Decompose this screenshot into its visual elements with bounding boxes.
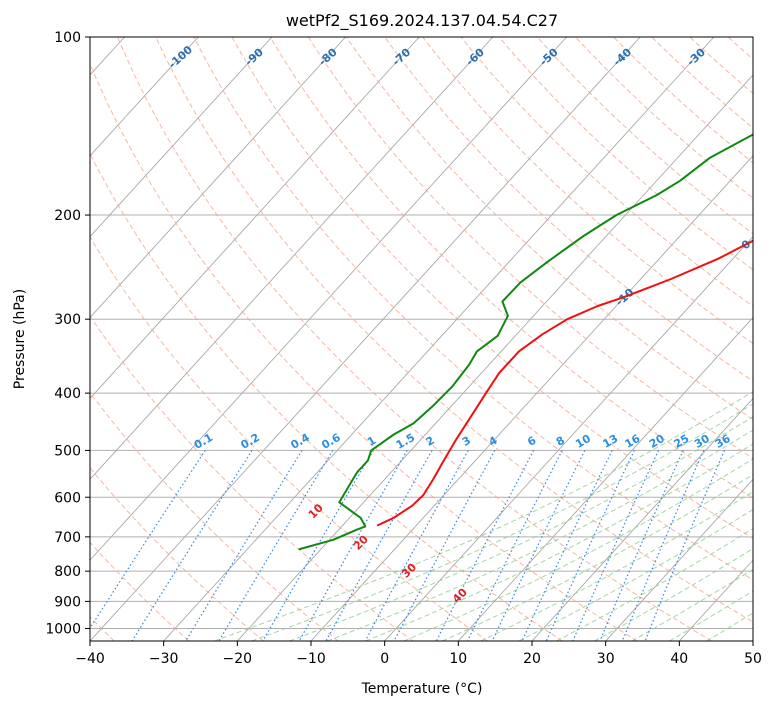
isotherm-line	[163, 37, 715, 641]
mixing-ratio-line	[393, 450, 496, 641]
mixing-ratio-line	[325, 450, 433, 641]
dry-adiabat-line	[231, 37, 753, 540]
x-tick-label: −20	[223, 651, 253, 667]
x-tick-label: 20	[523, 651, 541, 667]
isotherm-line	[531, 397, 753, 641]
chart-title: wetPf2_S169.2024.137.04.54.C27	[286, 11, 558, 31]
y-tick-label: 500	[54, 443, 81, 459]
mixing-ratio-line	[491, 450, 586, 641]
isotherm-line	[90, 37, 494, 480]
isotherm-line	[90, 37, 641, 641]
dry-adiabat-line	[90, 152, 563, 641]
x-tick-label: −40	[75, 651, 105, 667]
y-tick-label: 900	[54, 594, 81, 610]
dry-adiabat-line	[90, 315, 414, 641]
y-tick-label: 600	[54, 490, 81, 506]
mixing-ratio-line	[644, 450, 726, 641]
y-tick-label: 800	[54, 564, 81, 580]
temperature-series-line	[376, 239, 753, 527]
isotherm-line	[90, 37, 420, 400]
moist-adiabat-line	[214, 391, 753, 641]
mixing-ratio-line	[466, 450, 563, 641]
moist-adiabat-line	[631, 568, 753, 641]
mixing-ratio-line	[185, 450, 303, 641]
y-tick-label: 1000	[45, 622, 81, 638]
dry-adiabat-line	[346, 37, 753, 421]
moist-adiabat-line	[518, 508, 753, 641]
y-tick-label: 300	[54, 312, 81, 328]
plot-frame	[89, 36, 754, 642]
mixing-ratio-line	[298, 450, 408, 641]
dry-adiabat-line	[90, 467, 264, 641]
mixing-ratio-line	[545, 450, 635, 641]
dry-adiabat-line	[613, 37, 753, 164]
moist-adiabat-line	[403, 458, 753, 641]
y-tick-label: 200	[54, 208, 81, 224]
y-axis-label: Pressure (hPa)	[12, 289, 28, 389]
moist-adiabat-line	[669, 590, 753, 641]
x-tick-label: 10	[449, 651, 467, 667]
isotherm-line	[90, 37, 346, 319]
x-tick-label: −10	[296, 651, 326, 667]
axis-ticks: −40 −30 −20 −10 0 10 20 30 40 50 100 200 300 400 500 60…	[45, 30, 762, 667]
moist-adiabat-line	[327, 429, 753, 641]
dry-adiabat-line	[307, 37, 753, 460]
x-tick-label: 50	[744, 651, 762, 667]
dry-adiabat-line	[460, 37, 753, 307]
x-tick-label: 30	[597, 651, 615, 667]
moist-adiabat-line	[365, 443, 753, 641]
isotherm-line	[458, 316, 753, 641]
dry-adiabat-line	[536, 37, 753, 235]
moist-adiabat-line	[442, 474, 753, 641]
y-tick-label: 100	[54, 30, 81, 46]
x-tick-label: 0	[380, 651, 389, 667]
y-tick-label: 700	[54, 530, 81, 546]
x-tick-label: −30	[149, 651, 179, 667]
isotherm-line	[90, 37, 567, 561]
isotherm-line	[90, 37, 199, 157]
x-tick-label: 40	[670, 651, 688, 667]
mixing-ratio-line	[364, 450, 469, 641]
mixing-ratio-line	[435, 450, 535, 641]
isotherm-line	[90, 37, 273, 238]
dry-adiabat-line	[193, 37, 753, 581]
sounding-lines	[298, 133, 753, 551]
mixing-ratio-line	[131, 450, 253, 641]
mixing-ratio-line	[521, 450, 613, 641]
dry-adiabat-line	[90, 391, 339, 641]
x-axis-label: Temperature (°C)	[361, 681, 483, 697]
moist-adiabat-line	[289, 416, 753, 641]
mixing-ratio-line	[262, 450, 374, 641]
dry-adiabat-line	[155, 37, 753, 623]
dry-adiabat-line	[90, 62, 638, 641]
isotherm-line	[605, 478, 753, 641]
dewpoint-series-line	[298, 133, 753, 551]
isotherm-line	[384, 236, 753, 641]
y-tick-label: 400	[54, 386, 81, 402]
